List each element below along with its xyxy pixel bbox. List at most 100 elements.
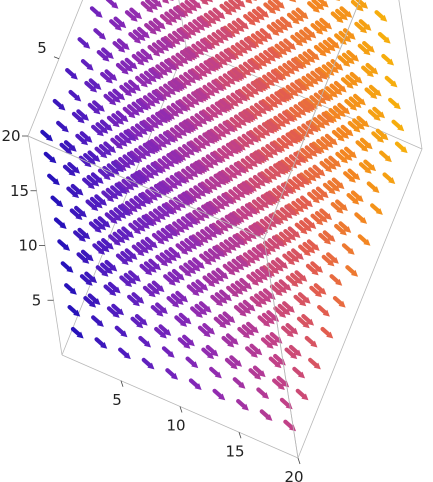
vector-arrow <box>343 171 356 183</box>
vector-arrow <box>107 281 121 294</box>
vector-arrow <box>198 301 212 313</box>
vector-arrow <box>192 257 205 269</box>
vector-arrow <box>212 245 226 258</box>
vector-arrow <box>155 302 168 314</box>
vector-arrow <box>223 48 237 61</box>
vector-arrow <box>166 296 180 308</box>
vector-arrow <box>130 126 144 138</box>
vector-arrow <box>229 164 243 177</box>
vector-arrow <box>98 144 112 156</box>
vector-arrow <box>122 154 136 166</box>
vector-arrow <box>185 165 199 178</box>
vector-arrow <box>301 314 315 326</box>
vector-arrow <box>254 293 267 305</box>
vector-arrow <box>313 44 327 57</box>
vector-arrow <box>146 164 159 177</box>
vector-arrow <box>306 239 320 251</box>
vector-arrow <box>318 89 331 102</box>
vector-arrow <box>204 178 218 191</box>
bounding-box-front <box>27 0 361 459</box>
vector-arrow <box>302 51 316 63</box>
vector-arrow <box>245 346 258 358</box>
vector-arrow <box>268 165 282 178</box>
vector-arrow <box>188 378 202 390</box>
vector-arrow <box>114 182 128 195</box>
vector-arrow <box>322 230 336 242</box>
vector-arrow <box>219 3 233 16</box>
vector-arrow <box>171 268 185 281</box>
vector-arrow <box>169 0 174 2</box>
vector-arrow <box>178 312 192 325</box>
vector-arrow <box>330 11 344 23</box>
vector-arrow <box>304 145 318 157</box>
box-edge <box>297 148 423 459</box>
vector-arrow <box>279 207 293 219</box>
vector-arrow <box>104 259 118 272</box>
vector-arrow <box>205 106 219 119</box>
vector-arrow <box>282 62 296 75</box>
vector-arrow <box>317 0 329 8</box>
vector-arrow <box>166 105 180 117</box>
vector-arrow <box>94 337 108 349</box>
vector-arrow <box>301 123 315 135</box>
vector-arrow <box>186 284 200 296</box>
vector-arrow <box>361 65 374 78</box>
vector-arrow <box>257 124 271 137</box>
vector-arrow <box>281 135 294 147</box>
vector-arrow <box>191 91 204 103</box>
vector-arrow <box>206 82 220 94</box>
vector-arrow <box>123 129 137 142</box>
vector-arrow <box>254 102 267 115</box>
vector-arrow <box>158 181 172 193</box>
vector-arrow <box>305 263 319 276</box>
vector-arrow <box>280 182 294 195</box>
vector-arrow <box>205 201 219 214</box>
vector-arrow <box>188 187 202 200</box>
vector-arrow <box>222 263 236 276</box>
vector-arrow <box>182 334 195 347</box>
vector-arrow <box>118 156 131 169</box>
vector-arrow <box>150 0 163 8</box>
vector-arrow <box>271 235 285 247</box>
vector-arrow <box>128 79 141 92</box>
vector-arrow <box>135 75 148 88</box>
vector-arrow <box>277 303 291 316</box>
vector-arrow <box>264 168 278 181</box>
vector-arrow <box>257 172 271 184</box>
vector-arrow <box>329 274 343 286</box>
vector-arrow <box>246 321 259 334</box>
vector-arrow <box>207 57 221 70</box>
vector-arrow <box>211 79 225 92</box>
vector-arrow <box>266 24 280 36</box>
vector-arrow <box>183 262 197 275</box>
vector-arrow <box>188 235 202 247</box>
vector-arrow <box>242 61 256 74</box>
vector-arrow <box>194 160 208 173</box>
vector-arrow <box>104 212 118 224</box>
vector-arrow <box>241 181 255 193</box>
vector-arrow <box>214 101 228 114</box>
vector-arrow <box>196 16 210 29</box>
vector-arrow <box>209 366 222 379</box>
vector-arrow <box>121 178 135 191</box>
vector-arrow <box>75 133 89 146</box>
vector-arrow <box>357 234 371 246</box>
vector-arrow <box>176 218 190 231</box>
vector-arrow <box>340 124 354 137</box>
vector-arrow <box>242 109 256 121</box>
vector-arrow <box>194 113 208 125</box>
vector-arrow <box>342 28 356 40</box>
vector-arrow <box>80 249 94 262</box>
vector-arrow <box>382 172 396 184</box>
vector-arrow <box>287 226 301 238</box>
vector-arrow <box>309 285 323 298</box>
vector-arrow <box>218 75 232 88</box>
vector-arrow <box>246 274 260 286</box>
vector-arrow <box>225 142 239 155</box>
vector-arrow <box>178 122 192 134</box>
vector-arrow <box>162 131 176 143</box>
vector-arrow <box>184 0 198 12</box>
vector-arrow <box>288 154 302 166</box>
vector-arrow <box>152 208 166 220</box>
